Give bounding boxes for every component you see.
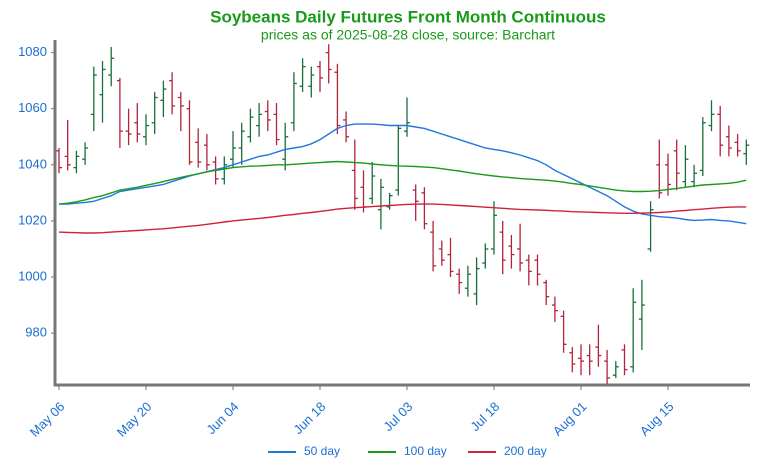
x-tick-label: Aug 01 bbox=[550, 399, 590, 439]
x-tick-label: Jun 04 bbox=[203, 399, 241, 437]
x-tick-label: May 06 bbox=[27, 399, 68, 440]
legend-label: 50 day bbox=[304, 444, 340, 458]
moving-average-line bbox=[59, 123, 747, 225]
moving-average-line bbox=[58, 160, 747, 205]
x-tick-label: Jun 18 bbox=[290, 399, 328, 437]
x-tick-label: Jul 03 bbox=[380, 399, 415, 434]
y-tick-label: 1040 bbox=[18, 156, 47, 171]
x-tick-label: Jul 18 bbox=[467, 399, 502, 434]
legend-label: 100 day bbox=[404, 444, 447, 458]
x-tick-label: Aug 15 bbox=[637, 399, 677, 439]
y-tick-label: 980 bbox=[25, 325, 47, 340]
moving-average-line bbox=[58, 203, 747, 234]
x-tick-label: May 20 bbox=[114, 399, 155, 440]
legend-label: 200 day bbox=[504, 444, 547, 458]
y-tick-label: 1020 bbox=[18, 212, 47, 227]
y-tick-label: 1060 bbox=[18, 100, 47, 115]
y-tick-label: 1000 bbox=[18, 268, 47, 283]
chart-subtitle: prices as of 2025-08-28 close, source: B… bbox=[261, 27, 555, 43]
y-tick-label: 1080 bbox=[18, 44, 47, 59]
chart-title: Soybeans Daily Futures Front Month Conti… bbox=[210, 7, 606, 26]
